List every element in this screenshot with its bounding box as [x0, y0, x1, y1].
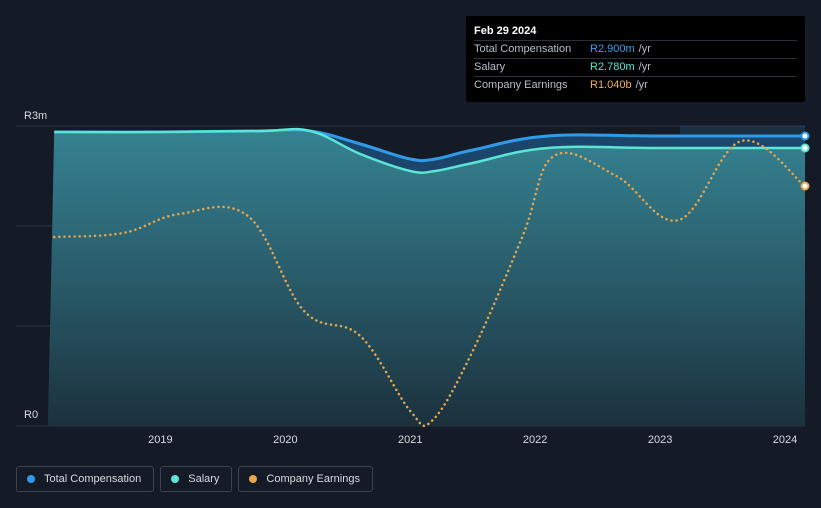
legend-dot-icon [249, 475, 258, 483]
legend-dot-icon [27, 475, 35, 483]
line-company-earnings [52, 139, 807, 428]
y-tick-label: R3m [24, 110, 47, 122]
area-fills [48, 129, 805, 427]
tooltip-label: Company Earnings [474, 79, 568, 91]
series-endpoints [800, 131, 810, 191]
tooltip-row-total-compensation: Total Compensation R2.900m /yr [474, 40, 797, 58]
tooltip-unit: /yr [635, 79, 648, 91]
legend: Total Compensation Salary Company Earnin… [16, 466, 373, 492]
x-tick-label: 2021 [398, 434, 422, 446]
x-tick-label: 2020 [273, 434, 297, 446]
tooltip-value: R2.900m [590, 43, 635, 55]
y-tick-label: R0 [24, 409, 38, 421]
tooltip-value: R2.780m [590, 61, 635, 73]
endpoint-company-earnings [800, 181, 810, 191]
x-tick-label: 2023 [648, 434, 672, 446]
tooltip: Feb 29 2024 Total Compensation R2.900m /… [466, 16, 805, 102]
legend-item-salary[interactable]: Salary [160, 466, 233, 492]
x-tick-label: 2024 [773, 434, 797, 446]
tooltip-unit: /yr [638, 43, 651, 55]
tooltip-row-salary: Salary R2.780m /yr [474, 58, 797, 76]
line-salary [54, 127, 805, 174]
tooltip-unit: /yr [638, 61, 651, 73]
legend-item-total-compensation[interactable]: Total Compensation [16, 466, 155, 492]
legend-label: Salary [188, 473, 220, 485]
series-lines [52, 127, 807, 428]
tooltip-label: Salary [474, 61, 506, 73]
x-tick-label: 2019 [148, 434, 172, 446]
x-axis-ticks: 2019 2020 2021 2022 2023 2024 [148, 434, 797, 446]
tooltip-label: Total Compensation [474, 43, 572, 55]
tooltip-row-company-earnings: Company Earnings R1.040b /yr [474, 76, 797, 94]
area-salary [48, 129, 805, 427]
endpoint-salary [800, 143, 810, 153]
tooltip-date: Feb 29 2024 [474, 25, 537, 37]
endpoint-total-compensation [800, 131, 810, 141]
y-axis-ticks: R3m R0 [24, 110, 47, 421]
x-tick-label: 2022 [523, 434, 547, 446]
legend-label: Total Compensation [44, 473, 142, 485]
legend-item-company-earnings[interactable]: Company Earnings [238, 466, 373, 492]
legend-dot-icon [171, 475, 180, 483]
legend-label: Company Earnings [266, 473, 360, 485]
tooltip-value: R1.040b [590, 79, 632, 91]
